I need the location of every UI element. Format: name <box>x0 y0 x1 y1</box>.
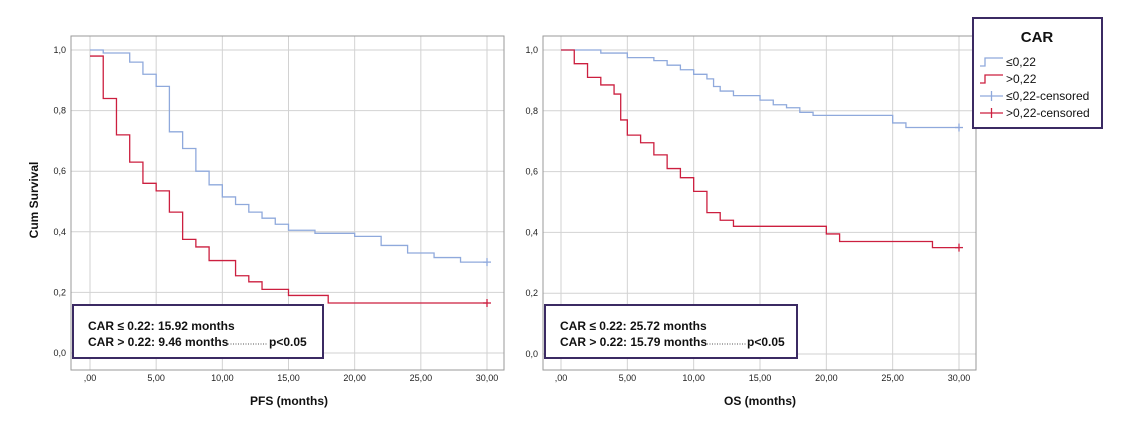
os-x-tick-label: 10,00 <box>682 373 705 383</box>
os-median-annotation-box: CAR ≤ 0.22: 25.72 months CAR > 0.22: 15.… <box>544 304 798 359</box>
legend-item: >0,22-censored <box>980 106 1090 120</box>
legend-title: CAR <box>1021 29 1054 46</box>
os-x-ticks: ,00 5,00 10,00 15,00 20,00 25,00 30,00 <box>555 373 971 383</box>
pfs-y-tick-label: 0,6 <box>53 166 66 176</box>
pfs-series-low-censor-mark <box>483 258 491 267</box>
os-panel: ,00 5,00 10,00 15,00 20,00 25,00 30,00 0,00,20… <box>525 35 977 408</box>
pfs-x-tick-label: 10,00 <box>211 373 234 383</box>
pfs-series-high-line <box>90 55 487 304</box>
os-x-tick-label: 20,00 <box>815 373 838 383</box>
pfs-annotation-line2: CAR > 0.22: 9.46 months <box>88 335 229 349</box>
pfs-x-ticks: ,00 5,00 10,00 15,00 20,00 25,00 30,00 <box>84 373 499 383</box>
os-series-low-censor-mark <box>955 123 963 132</box>
os-y-tick-label: 0,8 <box>525 106 538 116</box>
os-y-ticks: 0,0 0,2 0,4 0,6 0,8 1,0 <box>525 45 538 359</box>
os-y-tick-label: 0,2 <box>525 288 538 298</box>
legend-box <box>972 17 1103 129</box>
pfs-y-axis-label: Cum Survival <box>27 162 41 239</box>
pfs-series-high-censor-mark <box>483 299 491 308</box>
legend-censor-swatch <box>980 91 1003 101</box>
os-x-tick-label: 25,00 <box>881 373 904 383</box>
pfs-annotation-pvalue: p<0.05 <box>269 335 307 349</box>
legend-item: >0,22 <box>980 72 1037 86</box>
os-x-tick-label: 5,00 <box>619 373 637 383</box>
os-series-high-censor-mark <box>955 243 963 252</box>
pfs-x-tick-label: 20,00 <box>343 373 366 383</box>
legend-item: ≤0,22 <box>980 55 1036 69</box>
os-x-tick-label: 15,00 <box>749 373 772 383</box>
pfs-y-tick-label: 0,2 <box>53 287 66 297</box>
os-y-tick-label: 1,0 <box>525 45 538 55</box>
os-annotation-pvalue: p<0.05 <box>747 335 785 349</box>
os-y-tick-label: 0,6 <box>525 167 538 177</box>
legend-item-label: >0,22 <box>1006 72 1037 86</box>
pfs-x-tick-label: 25,00 <box>410 373 433 383</box>
os-y-tick-label: 0,4 <box>525 227 538 237</box>
pfs-annotation-line1: CAR ≤ 0.22: 15.92 months <box>88 319 235 333</box>
os-series-high-line <box>561 49 959 249</box>
pfs-panel: ,00 5,00 10,00 15,00 20,00 25,00 30,00 0,00,20… <box>27 35 505 408</box>
pfs-y-tick-label: 0,8 <box>53 106 66 116</box>
os-plot-frame <box>542 35 977 371</box>
os-series-low-line <box>561 49 959 129</box>
pfs-y-ticks: 0,0 0,2 0,4 0,6 0,8 1,0 <box>53 45 66 358</box>
pfs-plot-frame <box>70 35 505 371</box>
pfs-y-tick-label: 0,0 <box>53 348 66 358</box>
os-series <box>561 49 963 252</box>
pfs-x-tick-label: 5,00 <box>147 373 165 383</box>
legend-line-swatch <box>980 74 1003 84</box>
os-x-axis-label: OS (months) <box>724 394 796 408</box>
pfs-x-tick-label: 15,00 <box>277 373 300 383</box>
legend-censor-swatch <box>980 108 1003 118</box>
legend: CAR ≤0,22 >0,22 ≤0,22-censored >0,22-censor… <box>972 17 1103 129</box>
pfs-y-tick-label: 0,4 <box>53 227 66 237</box>
legend-item: ≤0,22-censored <box>980 89 1089 103</box>
os-x-tick-label: 30,00 <box>948 373 971 383</box>
pfs-x-tick-label: ,00 <box>84 373 97 383</box>
os-x-tick-label: ,00 <box>555 373 568 383</box>
legend-items: ≤0,22 >0,22 ≤0,22-censored >0,22-censored <box>980 55 1090 120</box>
legend-item-label: >0,22-censored <box>1006 106 1090 120</box>
pfs-y-tick-label: 1,0 <box>53 45 66 55</box>
legend-item-label: ≤0,22 <box>1006 55 1036 69</box>
pfs-x-axis-label: PFS (months) <box>250 394 328 408</box>
os-y-tick-label: 0,0 <box>525 349 538 359</box>
os-annotation-line2: CAR > 0.22: 15.79 months <box>560 335 707 349</box>
legend-line-swatch <box>980 57 1003 67</box>
pfs-series-low-line <box>90 49 487 263</box>
os-annotation-line1: CAR ≤ 0.22: 25.72 months <box>560 319 707 333</box>
pfs-x-tick-label: 30,00 <box>476 373 499 383</box>
legend-item-label: ≤0,22-censored <box>1006 89 1089 103</box>
pfs-median-annotation-box: CAR ≤ 0.22: 15.92 months CAR > 0.22: 9.4… <box>72 304 324 359</box>
pfs-series <box>90 49 491 308</box>
